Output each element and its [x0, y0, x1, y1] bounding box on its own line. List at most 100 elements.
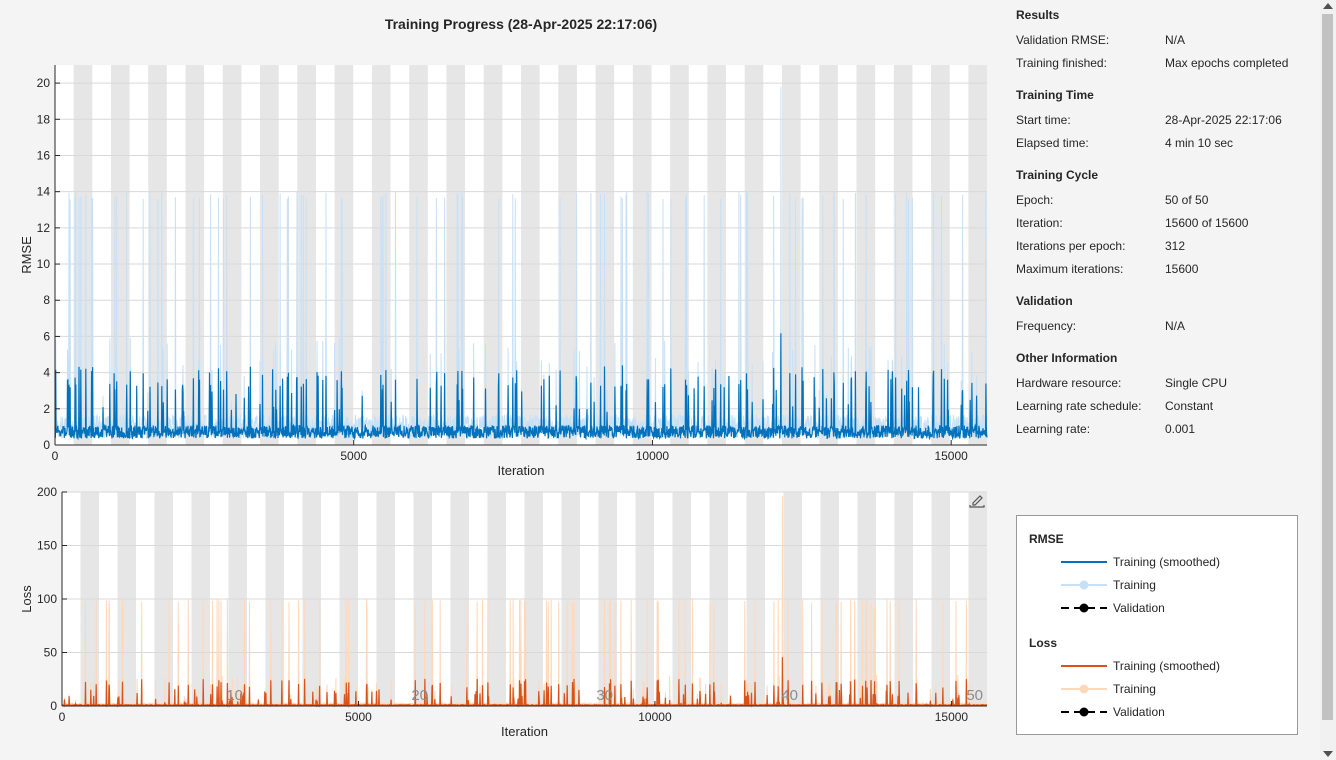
info-value: 0.001: [1165, 421, 1196, 436]
info-key: Frequency:: [1016, 318, 1077, 333]
training-info-panel: Results Validation RMSE: N/A Training finis…: [1016, 8, 1316, 440]
info-key: Learning rate schedule:: [1016, 398, 1142, 413]
info-key: Learning rate:: [1016, 421, 1091, 436]
series-training-smoothed: [54, 333, 988, 441]
y-tick-label: 14: [37, 185, 51, 199]
epoch-label: 10: [226, 687, 243, 704]
legend-line-rmse-smoothed-icon: [1061, 561, 1107, 563]
legend-line-loss-smoothed-icon: [1061, 665, 1107, 667]
legend-line-rmse-validation-icon: [1061, 603, 1107, 613]
rmse-chart: 0 2 4 6 8 10 12 14 16 18 20 0 5000 10000 15000 Iteratio…: [19, 65, 988, 478]
legend-line-rmse-training-icon: [1061, 580, 1107, 590]
legend-item-loss-smoothed: Training (smoothed): [1059, 658, 1220, 674]
x-tick-label: 15000: [935, 710, 969, 724]
legend-label: Validation: [1113, 601, 1165, 615]
y-tick-label: 16: [37, 148, 51, 162]
info-key: Iterations per epoch:: [1016, 238, 1126, 253]
legend-item-rmse-smoothed: Training (smoothed): [1059, 554, 1220, 570]
info-row: Learning rate: 0.001: [1016, 417, 1316, 440]
y-tick-label: 6: [43, 329, 50, 343]
epoch-band: [483, 65, 503, 445]
x-tick-label: 10000: [636, 449, 670, 463]
x-tick-label: 0: [52, 449, 59, 463]
legend-label: Training (smoothed): [1113, 555, 1220, 569]
info-key: Maximum iterations:: [1016, 261, 1124, 276]
info-key: Training finished:: [1016, 55, 1107, 70]
info-key: Validation RMSE:: [1016, 32, 1110, 47]
epoch-band: [558, 65, 577, 445]
info-row: Start time: 28-Apr-2025 22:17:06: [1016, 108, 1316, 131]
x-tick-label: 5000: [345, 710, 372, 724]
y-tick-label: 18: [37, 112, 51, 126]
info-row: Training finished: Max epochs completed: [1016, 51, 1316, 74]
y-tick-label: 50: [44, 646, 58, 660]
info-key: Start time:: [1016, 112, 1071, 127]
section-heading: Training Time: [1016, 88, 1094, 102]
info-value: N/A: [1165, 318, 1186, 333]
info-row: Learning rate schedule: Constant: [1016, 394, 1316, 417]
scroll-down-icon[interactable]: [1323, 751, 1333, 757]
series-training-smoothed: [61, 657, 988, 708]
epoch-band: [968, 65, 987, 445]
x-tick-label: 10000: [638, 710, 672, 724]
x-tick-label: 5000: [340, 449, 367, 463]
page-title: Training Progress (28-Apr-2025 22:17:06): [384, 16, 658, 32]
legend-label: Training (smoothed): [1113, 659, 1220, 673]
info-key: Epoch:: [1016, 192, 1054, 207]
info-value: 4 min 10 sec: [1165, 135, 1234, 150]
y-axis-label: RMSE: [19, 236, 34, 274]
section-heading: Validation: [1016, 294, 1073, 308]
y-tick-label: 8: [43, 293, 50, 307]
info-row: Maximum iterations: 15600: [1016, 257, 1316, 280]
y-tick-label: 200: [37, 485, 57, 499]
x-tick-label: 0: [59, 710, 66, 724]
info-row: Validation RMSE: N/A: [1016, 28, 1316, 51]
info-row: Iteration: 15600 of 15600: [1016, 211, 1316, 234]
legend-item-rmse-training: Training: [1059, 577, 1156, 593]
x-axis-label: Iteration: [498, 463, 545, 478]
epoch-label: 50: [966, 687, 983, 704]
info-key: Hardware resource:: [1016, 375, 1122, 390]
y-tick-label: 2: [43, 402, 50, 416]
legend-item-loss-training: Training: [1059, 681, 1156, 697]
legend-heading-rmse: RMSE: [1029, 532, 1064, 546]
scroll-up-icon[interactable]: [1323, 3, 1333, 9]
legend-label: Training: [1113, 578, 1156, 592]
legend-item-rmse-validation: Validation: [1059, 600, 1165, 616]
legend-panel: RMSE Training (smoothed) Training Valida…: [1016, 515, 1298, 735]
epoch-band: [670, 65, 689, 445]
legend-heading-loss: Loss: [1029, 636, 1058, 650]
y-axis-label: Loss: [19, 585, 34, 613]
y-tick-label: 100: [37, 592, 57, 606]
epoch-label: 20: [411, 687, 428, 704]
info-value: N/A: [1165, 32, 1186, 47]
epoch-band: [744, 65, 764, 445]
section-heading: Training Cycle: [1016, 168, 1099, 182]
epoch-label: 40: [781, 687, 798, 704]
legend-line-loss-validation-icon: [1061, 707, 1107, 717]
export-icon[interactable]: [967, 491, 987, 509]
epoch-band: [409, 65, 428, 445]
epoch-label: 30: [596, 687, 613, 704]
loss-chart: 0 50 100 150 200 0 5000 10000 15000 Iteration Loss…: [19, 485, 988, 739]
epoch-band: [521, 65, 540, 445]
legend-label: Training: [1113, 682, 1156, 696]
info-row: Frequency: N/A: [1016, 314, 1316, 337]
vertical-scrollbar[interactable]: [1320, 0, 1336, 760]
epoch-band: [931, 65, 950, 445]
epoch-band: [446, 65, 466, 445]
info-row: Iterations per epoch: 312: [1016, 234, 1316, 257]
scroll-thumb[interactable]: [1322, 14, 1333, 720]
y-tick-label: 12: [37, 221, 51, 235]
legend-line-loss-training-icon: [1061, 684, 1107, 694]
legend-item-loss-validation: Validation: [1059, 704, 1165, 720]
y-tick-label: 0: [50, 699, 57, 713]
info-row: Elapsed time: 4 min 10 sec: [1016, 131, 1316, 154]
info-value: 50 of 50: [1165, 192, 1209, 207]
section-heading: Other Information: [1016, 351, 1118, 365]
y-tick-label: 150: [37, 539, 57, 553]
legend-label: Validation: [1113, 705, 1165, 719]
info-key: Iteration:: [1016, 215, 1063, 230]
section-heading: Results: [1016, 8, 1060, 22]
x-tick-label: 15000: [934, 449, 968, 463]
